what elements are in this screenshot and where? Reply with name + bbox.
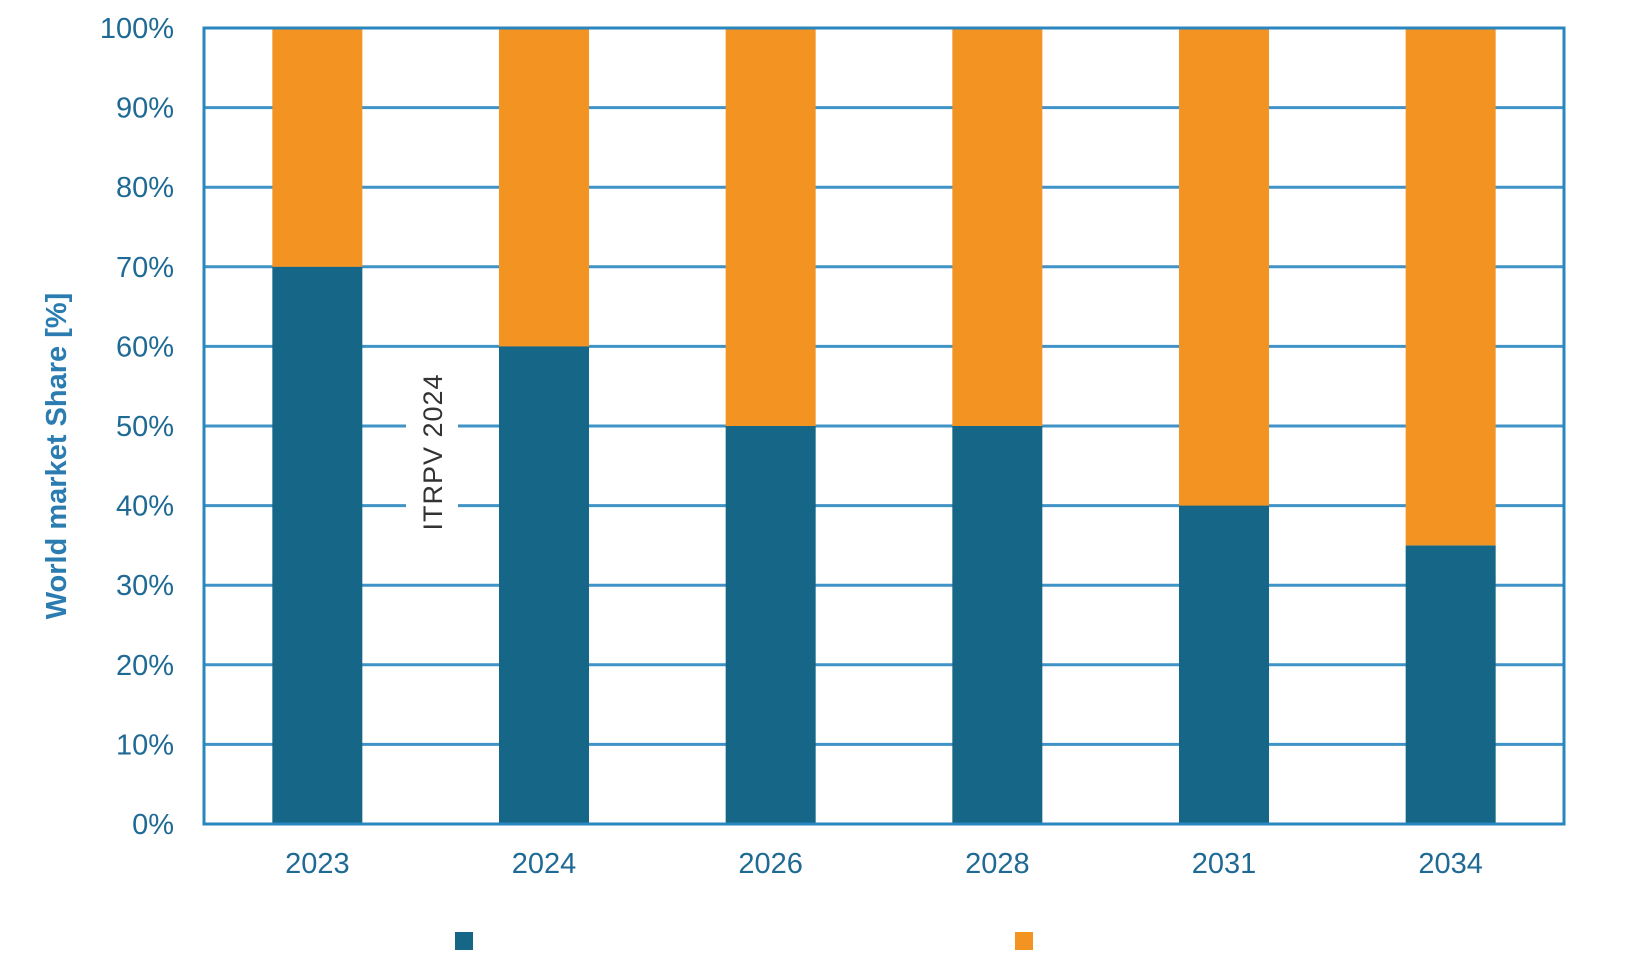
bar-2034-series-1 xyxy=(1405,545,1496,824)
bar-2024-series-1 xyxy=(499,346,589,824)
bar-2028-series-2 xyxy=(952,28,1043,426)
watermark-group: ITRPV 2024 xyxy=(406,350,458,540)
y-tick-label-40: 40% xyxy=(116,491,174,523)
y-tick-label-90: 90% xyxy=(116,93,174,125)
bar-2031-series-1 xyxy=(1179,505,1269,824)
watermark-background xyxy=(406,350,458,540)
x-tick-label-2028: 2028 xyxy=(965,848,1030,880)
y-tick-label-70: 70% xyxy=(116,252,174,284)
x-tick-label-2031: 2031 xyxy=(1192,848,1257,880)
y-tick-label-100: 100% xyxy=(100,13,174,45)
x-tick-labels: 2023 2024 2026 2028 2031 2034 xyxy=(285,848,1483,880)
plot-frame xyxy=(202,26,1566,826)
y-tick-label-10: 10% xyxy=(116,729,174,761)
y-tick-label-20: 20% xyxy=(116,650,174,682)
y-tick-label-0: 0% xyxy=(132,809,174,841)
legend-swatch-series-2 xyxy=(1015,932,1033,950)
bar-2023-series-1 xyxy=(272,266,363,824)
bar-2026-series-1 xyxy=(725,426,816,824)
bar-2023-series-2 xyxy=(272,28,363,267)
x-tick-label-2023: 2023 xyxy=(285,848,350,880)
y-tick-label-50: 50% xyxy=(116,411,174,443)
bar-2024-series-2 xyxy=(499,28,589,347)
watermark-text: ITRPV 2024 xyxy=(418,373,448,530)
y-tick-label-60: 60% xyxy=(116,331,174,363)
bar-2031-series-2 xyxy=(1179,28,1269,506)
x-tick-label-2024: 2024 xyxy=(512,848,577,880)
legend-swatch-series-1 xyxy=(455,932,473,950)
bar-2028-series-1 xyxy=(952,426,1043,824)
bar-2034-series-2 xyxy=(1405,28,1496,546)
y-tick-label-80: 80% xyxy=(116,172,174,204)
bars xyxy=(272,28,1496,824)
bar-2026-series-2 xyxy=(725,28,816,426)
y-tick-labels: 0% 10% 20% 30% 40% 50% 60% 70% 80% 90% 100% xyxy=(100,13,174,841)
y-axis-title: World market Share [%] xyxy=(41,293,73,620)
axes xyxy=(202,26,1566,826)
legend xyxy=(455,932,1033,950)
x-tick-label-2034: 2034 xyxy=(1418,848,1483,880)
y-tick-label-30: 30% xyxy=(116,570,174,602)
x-tick-label-2026: 2026 xyxy=(738,848,803,880)
